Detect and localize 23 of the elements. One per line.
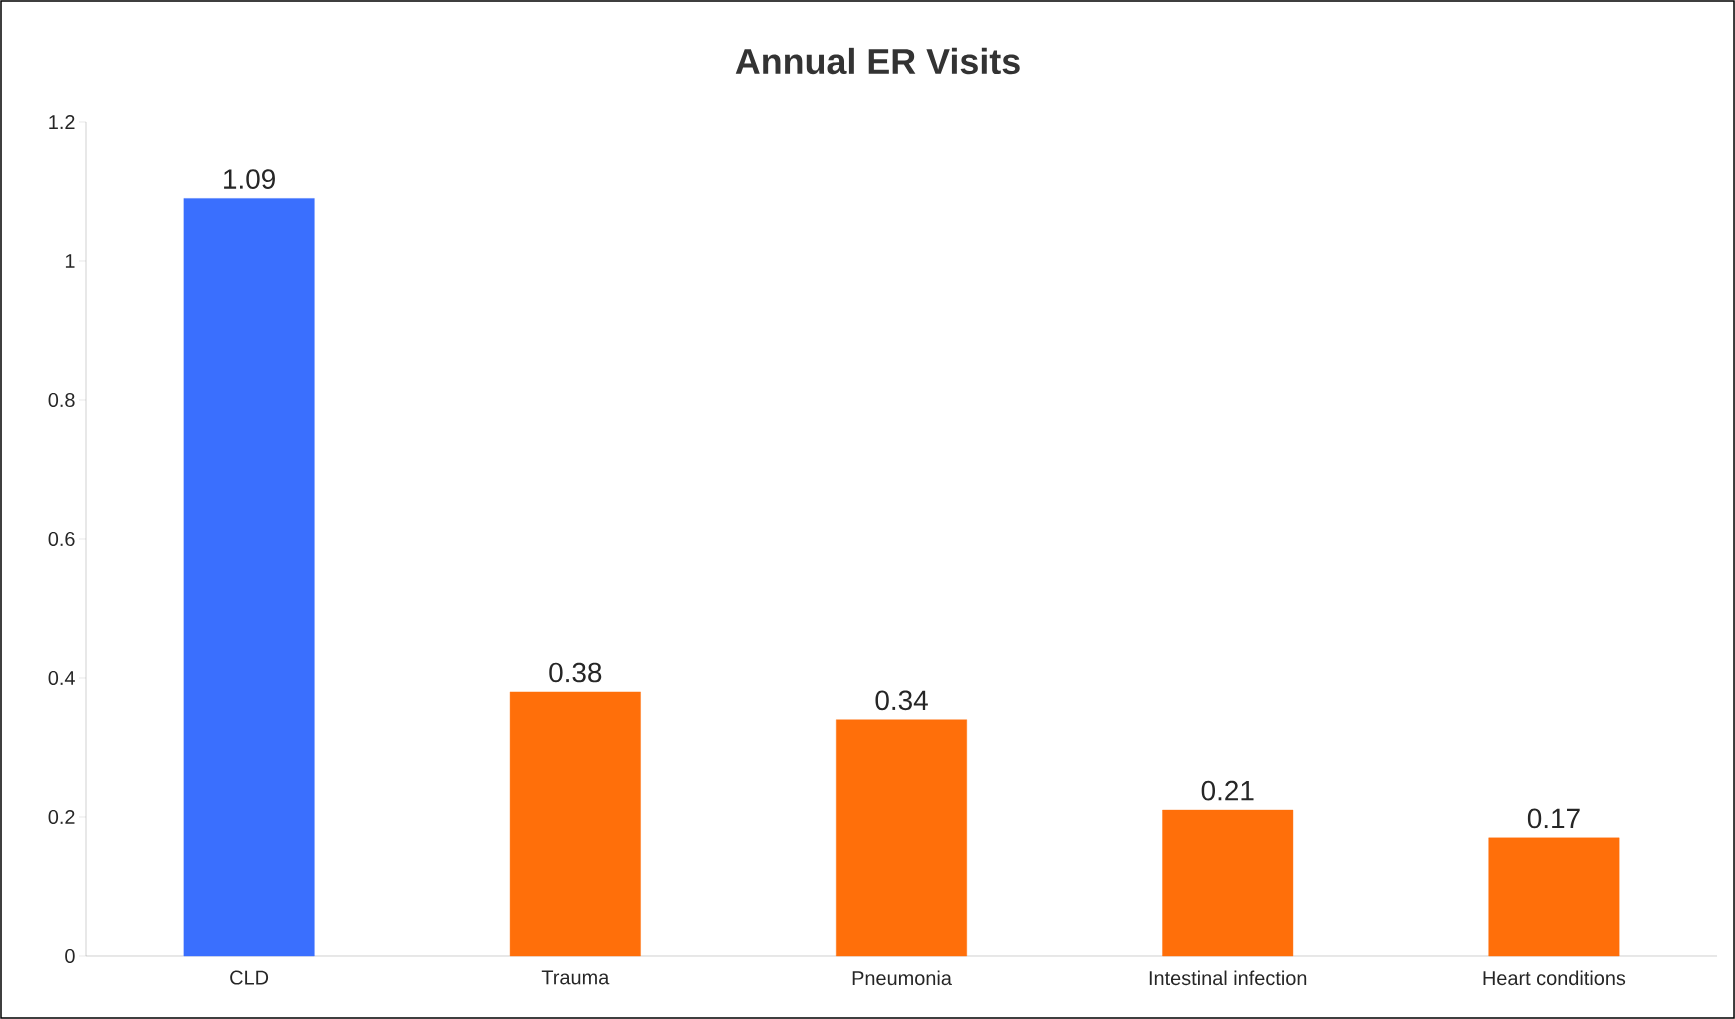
y-tick-label: 0.2 (48, 809, 75, 825)
data-label: 0.21 (1201, 780, 1254, 801)
x-tick-label: Intestinal infection (1149, 970, 1307, 986)
x-tick-label: CLD (230, 970, 269, 985)
y-tick-label: 1 (65, 254, 75, 268)
y-tick-label: 0.4 (48, 670, 75, 686)
data-label: 0.38 (549, 662, 602, 683)
bar (1162, 809, 1294, 957)
y-tick-label: 0.8 (48, 392, 75, 408)
x-tick-label: Heart conditions (1483, 970, 1626, 986)
y-tick-label: 0.6 (48, 531, 75, 547)
bar (1488, 837, 1620, 957)
bar (836, 719, 967, 957)
bar (183, 198, 315, 957)
data-label: 1.09 (224, 169, 275, 189)
data-label: 0.17 (1527, 808, 1580, 829)
y-tick-label: 0 (65, 948, 75, 964)
x-tick-label: Trauma (541, 970, 610, 985)
x-tick-label: Pneumonia (852, 970, 952, 986)
y-tick-label: 1.2 (49, 115, 75, 129)
data-label: 0.34 (875, 690, 928, 711)
chart-title: Annual ER Visits (735, 47, 1020, 75)
bar (509, 691, 641, 957)
